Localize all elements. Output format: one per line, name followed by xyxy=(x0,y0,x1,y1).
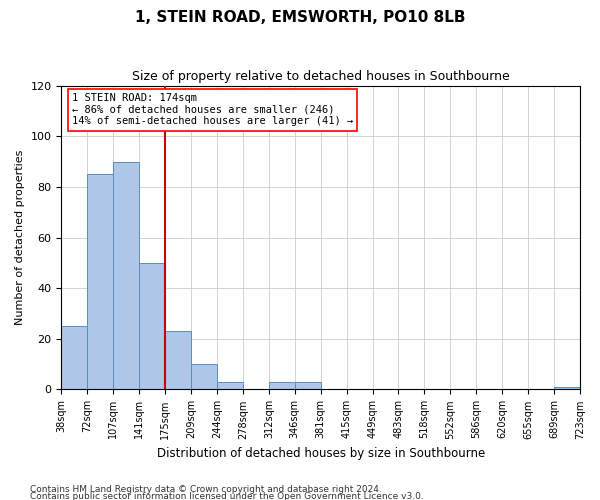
Title: Size of property relative to detached houses in Southbourne: Size of property relative to detached ho… xyxy=(132,70,509,83)
Bar xyxy=(191,364,217,390)
Text: 1 STEIN ROAD: 174sqm
← 86% of detached houses are smaller (246)
14% of semi-deta: 1 STEIN ROAD: 174sqm ← 86% of detached h… xyxy=(72,93,353,126)
Bar xyxy=(554,387,580,390)
Y-axis label: Number of detached properties: Number of detached properties xyxy=(15,150,25,325)
Bar xyxy=(165,331,191,390)
Text: Contains HM Land Registry data © Crown copyright and database right 2024.: Contains HM Land Registry data © Crown c… xyxy=(30,486,382,494)
X-axis label: Distribution of detached houses by size in Southbourne: Distribution of detached houses by size … xyxy=(157,447,485,460)
Bar xyxy=(61,326,88,390)
Bar xyxy=(269,382,295,390)
Text: Contains public sector information licensed under the Open Government Licence v3: Contains public sector information licen… xyxy=(30,492,424,500)
Bar xyxy=(139,263,165,390)
Bar xyxy=(217,382,243,390)
Text: 1, STEIN ROAD, EMSWORTH, PO10 8LB: 1, STEIN ROAD, EMSWORTH, PO10 8LB xyxy=(135,10,465,25)
Bar xyxy=(295,382,321,390)
Bar xyxy=(113,162,139,390)
Bar xyxy=(88,174,113,390)
